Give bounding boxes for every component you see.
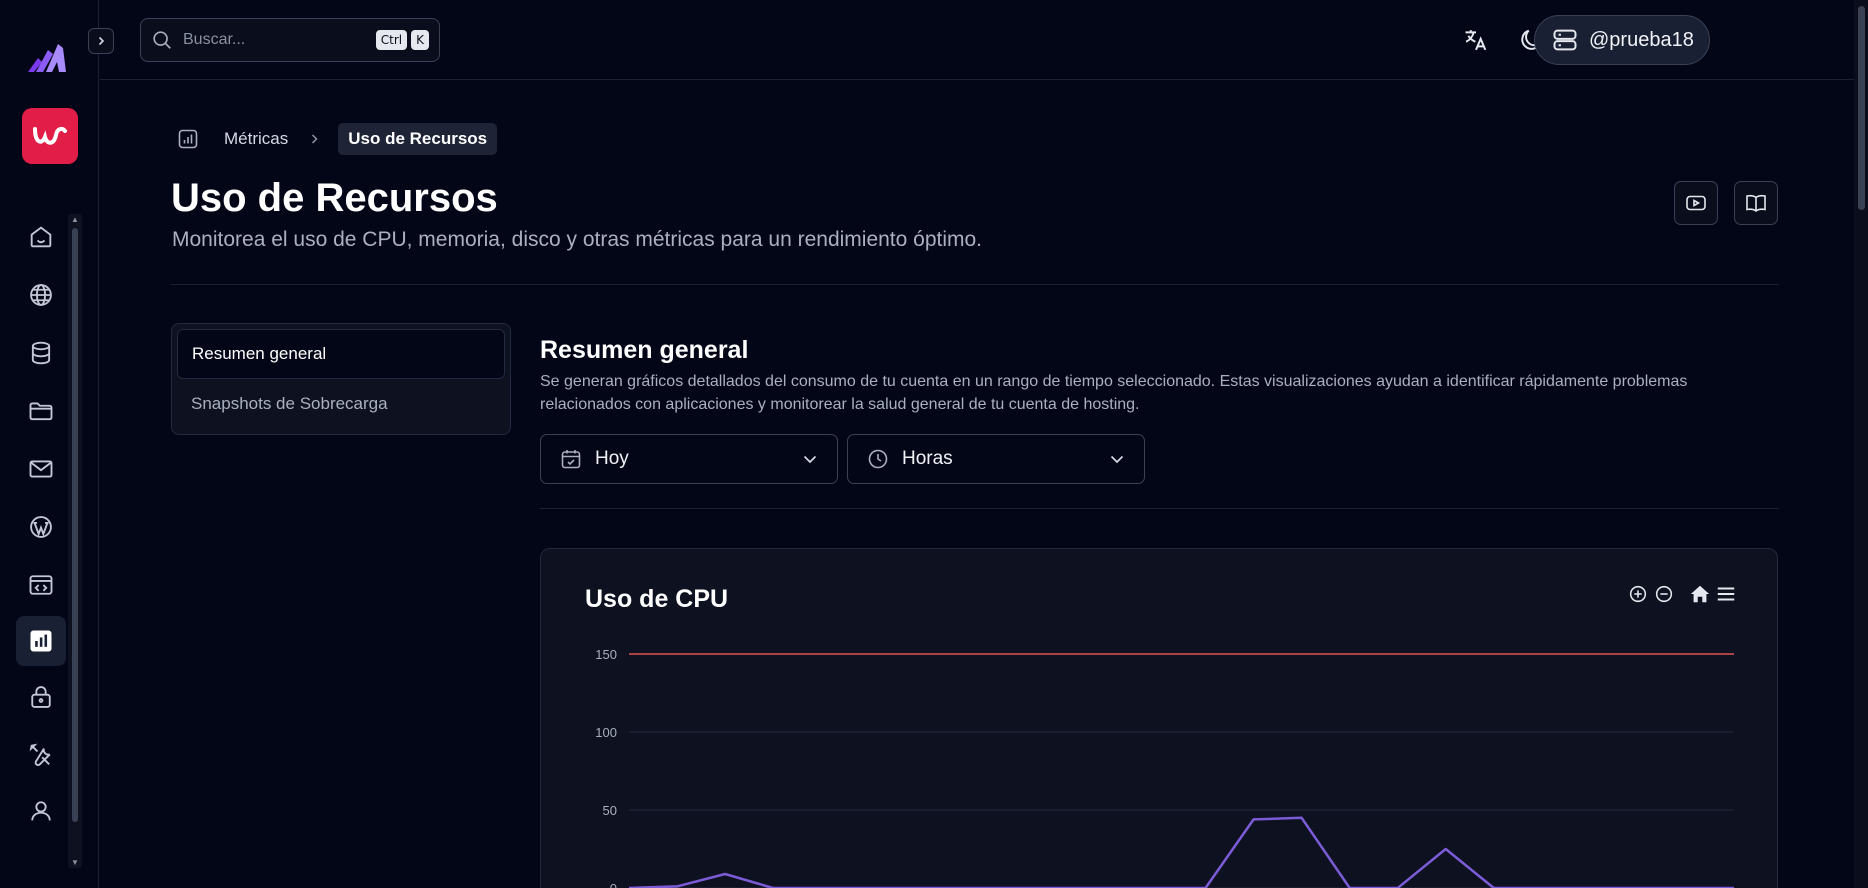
zoom-in-icon[interactable] <box>1627 583 1649 605</box>
reset-zoom-home-icon[interactable] <box>1689 583 1711 605</box>
bar-chart-icon <box>27 627 55 655</box>
search-placeholder: Buscar... <box>183 31 246 48</box>
y-tick-label: 100 <box>595 725 617 740</box>
sidebar-item-code[interactable] <box>16 560 66 610</box>
section-description: Se generan gráficos detallados del consu… <box>540 373 1688 413</box>
sidebar-item-files[interactable] <box>16 386 66 436</box>
granularity-select[interactable]: Horas <box>847 434 1145 484</box>
theme-toggle-button[interactable] <box>1517 26 1545 54</box>
chart-title: Uso de CPU <box>585 585 729 613</box>
mail-icon <box>27 455 55 483</box>
chevron-down-icon <box>801 450 819 468</box>
section-menu: Resumen general Snapshots de Sobrecarga <box>171 323 511 435</box>
cpu-chart-plot: 150 100 50 0 <box>595 647 1734 888</box>
menu-item-snapshots[interactable]: Snapshots de Sobrecarga <box>191 394 388 413</box>
scroll-up-icon[interactable]: ▲ <box>71 215 79 224</box>
calendar-icon <box>559 447 583 471</box>
home-icon <box>27 223 55 251</box>
translate-button[interactable] <box>1462 26 1490 54</box>
breadcrumb: Métricas Uso de Recursos <box>176 123 498 155</box>
search-icon <box>151 29 173 51</box>
sidebar-item-account[interactable] <box>16 786 66 836</box>
breadcrumb-parent[interactable]: Métricas <box>224 129 289 148</box>
documentation-button[interactable] <box>1734 181 1778 225</box>
date-range-value: Hoy <box>595 448 629 469</box>
chevron-right-icon <box>308 133 320 145</box>
filters-divider <box>540 508 1779 509</box>
search-input[interactable]: Buscar... Ctrl K <box>140 18 440 62</box>
y-tick-label: 50 <box>603 803 617 818</box>
scroll-down-icon[interactable]: ▼ <box>71 858 79 867</box>
page-scrollbar[interactable] <box>1854 0 1868 888</box>
user-icon <box>27 797 55 825</box>
cpu-series-line <box>628 816 1734 888</box>
server-icon <box>1551 26 1579 54</box>
database-icon <box>27 339 55 367</box>
app-logo[interactable] <box>22 108 78 164</box>
sidebar-item-wordpress[interactable] <box>16 502 66 552</box>
user-menu-button[interactable]: @prueba18 <box>1534 15 1710 65</box>
zoom-out-icon[interactable] <box>1653 583 1675 605</box>
sidebar-expand-button[interactable] <box>88 28 114 54</box>
page-subtitle: Monitorea el uso de CPU, memoria, disco … <box>172 228 983 251</box>
page-title: Uso de Recursos <box>171 176 498 220</box>
chevron-right-icon <box>95 35 107 47</box>
sidebar-scrollbar[interactable]: ▲ ▼ <box>68 214 82 868</box>
y-tick-label: 150 <box>595 647 617 662</box>
shortcut-k: K <box>411 30 429 50</box>
sidebar-scroll-thumb[interactable] <box>72 228 78 822</box>
sidebar-item-email[interactable] <box>16 444 66 494</box>
lock-icon <box>27 683 55 711</box>
sidebar-item-home[interactable] <box>16 212 66 262</box>
date-range-select[interactable]: Hoy <box>540 434 838 484</box>
y-tick-label: 0 <box>610 881 617 888</box>
username: @prueba18 <box>1589 28 1694 51</box>
menu-item-overview[interactable]: Resumen general <box>177 329 505 379</box>
page-scroll-thumb[interactable] <box>1858 6 1865 210</box>
tools-icon <box>27 741 55 769</box>
wordpress-icon <box>27 513 55 541</box>
brand-logo[interactable] <box>26 38 70 78</box>
shortcut-ctrl: Ctrl <box>375 30 408 50</box>
globe-icon <box>27 281 55 309</box>
sidebar-item-tools[interactable] <box>16 730 66 780</box>
book-icon <box>1744 191 1768 215</box>
moon-icon <box>1517 26 1545 54</box>
cpu-chart-card: Uso de CPU 150 100 50 0 <box>540 548 1778 888</box>
granularity-value: Horas <box>902 448 953 469</box>
sidebar: ▲ ▼ <box>0 0 99 888</box>
sidebar-item-metrics[interactable] <box>16 616 66 666</box>
chart-menu-icon[interactable] <box>1715 583 1737 605</box>
video-tutorial-button[interactable] <box>1674 181 1718 225</box>
folder-icon <box>27 397 55 425</box>
section-title: Resumen general <box>540 336 749 364</box>
translate-icon <box>1462 26 1490 54</box>
chevron-down-icon <box>1108 450 1126 468</box>
clock-icon <box>866 447 890 471</box>
video-icon <box>1684 191 1708 215</box>
sidebar-item-domains[interactable] <box>16 270 66 320</box>
sidebar-item-security[interactable] <box>16 672 66 722</box>
sidebar-item-databases[interactable] <box>16 328 66 378</box>
code-window-icon <box>27 571 55 599</box>
breadcrumb-current: Uso de Recursos <box>338 123 498 155</box>
topbar: Buscar... Ctrl K @prueba18 <box>100 0 1854 80</box>
metrics-icon <box>176 127 200 151</box>
header-divider <box>171 284 1779 285</box>
chart-toolbar <box>1627 583 1737 605</box>
